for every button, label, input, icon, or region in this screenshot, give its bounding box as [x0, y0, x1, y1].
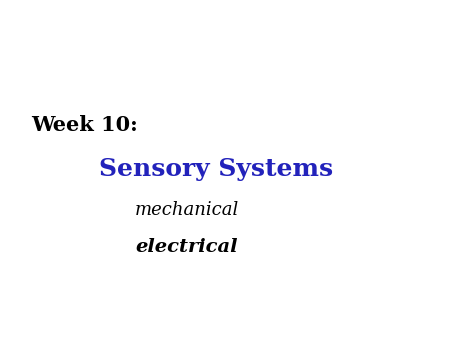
Text: electrical: electrical: [135, 238, 238, 256]
Text: Week 10:: Week 10:: [32, 115, 138, 135]
Text: Sensory Systems: Sensory Systems: [99, 157, 333, 181]
Text: mechanical: mechanical: [135, 200, 239, 219]
